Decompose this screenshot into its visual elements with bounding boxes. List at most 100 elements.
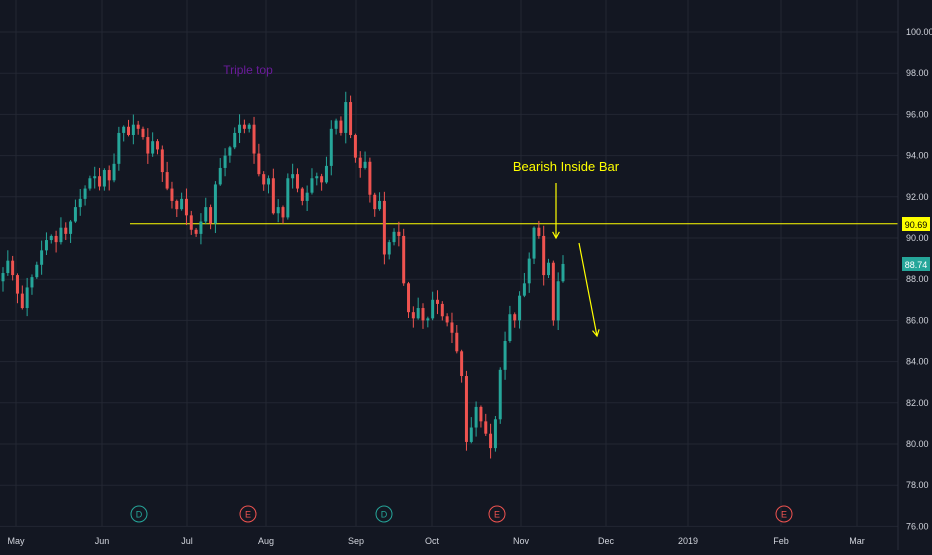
price-axis[interactable]: 100.00 98.00 96.00 94.00 92.00 90.00 88.00 86.0… <box>897 0 932 550</box>
candle-body <box>112 163 116 181</box>
x-tick-label: Jun <box>95 536 110 546</box>
price-labels: 90.69 88.74 <box>902 217 930 271</box>
x-tick-label: Mar <box>849 536 865 546</box>
time-axis[interactable]: May Jun Jul Aug Sep Oct Nov Dec 2019 Feb Mar <box>7 536 864 546</box>
y-tick-label: 100.00 <box>906 27 932 37</box>
candles <box>1 91 565 459</box>
candle-body <box>479 406 483 422</box>
candle-body <box>11 260 15 276</box>
annotation-arrows <box>552 183 600 338</box>
candle-body <box>20 293 24 309</box>
candle-body <box>373 194 377 210</box>
dividend-marker[interactable]: D <box>130 505 148 523</box>
candle-body <box>180 198 184 210</box>
candle-body <box>73 207 77 222</box>
candle-body <box>474 406 478 428</box>
candle-body <box>78 198 82 208</box>
candle-body <box>440 303 444 317</box>
candle-body <box>155 141 159 150</box>
candle-body <box>194 229 198 234</box>
candle-body <box>291 174 295 179</box>
candle-body <box>151 141 155 154</box>
x-tick-label: May <box>7 536 25 546</box>
candle-body <box>547 262 551 276</box>
earnings-marker[interactable]: E <box>239 505 257 523</box>
candle-body <box>267 178 271 185</box>
candle-body <box>64 227 68 234</box>
candle-body <box>378 200 382 210</box>
candle-body <box>464 376 468 442</box>
y-tick-label: 96.00 <box>906 109 929 119</box>
candle-body <box>44 240 48 251</box>
candle-body <box>397 231 401 236</box>
candle-body <box>416 308 420 319</box>
y-tick-label: 84.00 <box>906 357 929 367</box>
y-tick-label: 80.00 <box>906 439 929 449</box>
candle-body <box>165 172 169 189</box>
event-marker-label: D <box>381 510 388 520</box>
candle-body <box>40 250 44 265</box>
candle-body <box>513 314 517 321</box>
bearish-inside-bar-annotation: Bearish Inside Bar <box>513 159 620 174</box>
candle-body <box>460 351 464 377</box>
candle-body <box>83 188 87 199</box>
candle-body <box>15 275 19 294</box>
candle-body <box>247 124 251 129</box>
candle-body <box>334 120 338 129</box>
candle-body <box>320 176 324 183</box>
candle-body <box>484 421 488 434</box>
candle-body <box>30 277 34 288</box>
candle-body <box>498 369 502 420</box>
dividend-marker[interactable]: D <box>375 505 393 523</box>
candle-body <box>107 170 111 181</box>
candle-body <box>455 332 459 352</box>
candle-body <box>218 167 222 185</box>
x-tick-label: Feb <box>773 536 789 546</box>
candle-body <box>382 200 386 255</box>
y-tick-label: 90.00 <box>906 233 929 243</box>
earnings-marker[interactable]: E <box>488 505 506 523</box>
earnings-marker[interactable]: E <box>775 505 793 523</box>
candle-body <box>1 273 5 282</box>
candle-body <box>25 287 29 309</box>
candle-body <box>295 174 299 189</box>
inside-bar-pointer-arrow <box>552 183 560 240</box>
candle-body <box>238 124 242 133</box>
candle-body <box>450 322 454 333</box>
x-tick-label: Nov <box>513 536 530 546</box>
candle-body <box>368 161 372 195</box>
candle-body <box>127 126 131 135</box>
y-tick-label: 92.00 <box>906 192 929 202</box>
candle-body <box>426 318 430 321</box>
candle-body <box>522 283 526 296</box>
candle-body <box>300 188 304 201</box>
candle-body <box>276 207 280 214</box>
candle-body <box>146 137 150 154</box>
x-tick-label: Oct <box>425 536 440 546</box>
candle-body <box>184 198 188 216</box>
candle-body <box>315 176 319 179</box>
candle-body <box>286 178 290 218</box>
candle-body <box>204 207 208 222</box>
candle-body <box>69 221 73 234</box>
candle-body <box>392 231 396 243</box>
candle-body <box>324 165 328 183</box>
x-tick-label: 2019 <box>678 536 698 546</box>
candle-body <box>136 124 140 129</box>
candle-body <box>59 227 63 243</box>
candle-body <box>213 184 217 224</box>
y-tick-label: 82.00 <box>906 398 929 408</box>
candle-body <box>363 161 367 168</box>
candle-body <box>54 235 58 243</box>
candle-body <box>223 155 227 168</box>
candle-body <box>281 207 285 218</box>
candle-body <box>421 308 425 321</box>
candle-body <box>209 207 213 224</box>
candle-body <box>310 178 314 193</box>
candle-body <box>527 258 531 284</box>
candle-body <box>353 135 357 158</box>
candle-body <box>271 178 275 214</box>
candle-body <box>493 419 497 449</box>
